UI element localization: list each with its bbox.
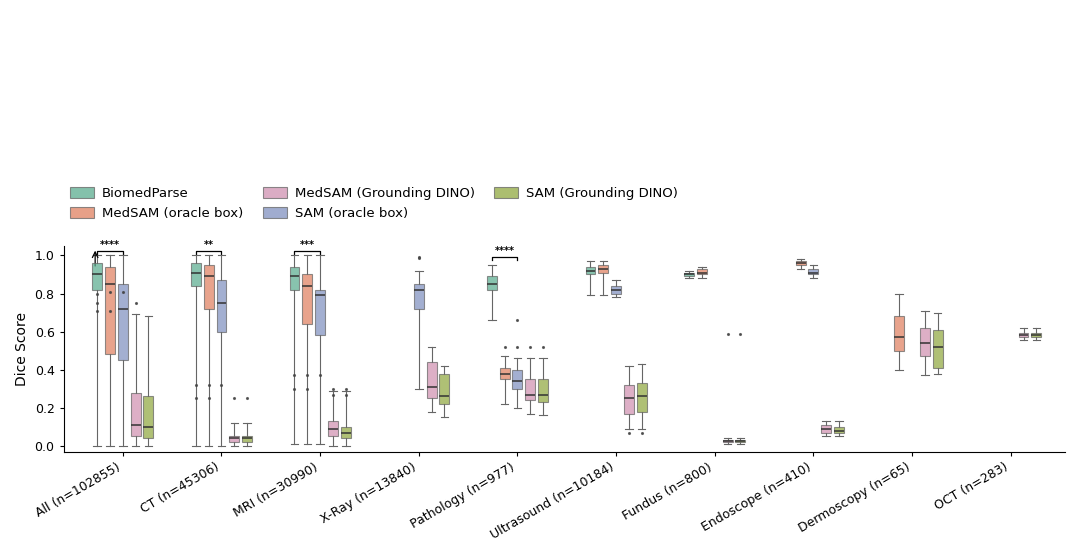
Bar [427,362,436,398]
Text: ***: *** [300,241,314,251]
Bar [315,290,325,335]
Bar [723,440,732,442]
Bar [598,265,608,272]
Text: ****: **** [495,246,514,256]
Bar [637,383,647,412]
Bar [500,368,510,379]
Bar [92,263,103,290]
Bar [191,263,201,286]
Bar [821,425,832,433]
Bar [229,437,239,442]
Bar [289,267,299,290]
Text: **: ** [204,241,214,251]
Bar [684,272,694,276]
Bar [118,284,127,360]
Bar [414,284,423,309]
Bar [894,316,904,351]
Bar [131,393,140,437]
Legend: BiomedParse, MedSAM (oracle box), MedSAM (Grounding DINO), SAM (oracle box), SAM: BiomedParse, MedSAM (oracle box), MedSAM… [70,187,678,220]
Bar [933,330,943,368]
Bar [328,421,338,437]
Bar [538,379,548,402]
Bar [487,276,497,290]
Bar [735,440,745,442]
Bar [834,427,843,433]
Bar [105,267,114,354]
Bar [585,267,595,275]
Bar [1031,333,1041,338]
Bar [144,397,153,438]
Text: ****: **** [100,241,120,251]
Bar [624,385,634,413]
Bar [796,261,806,265]
Bar [1018,333,1028,338]
Bar [440,374,449,404]
Bar [216,280,227,331]
Bar [920,328,930,356]
Bar [525,379,536,400]
Bar [242,437,252,442]
Bar [513,370,523,389]
Bar [302,275,312,324]
Bar [809,269,819,275]
Bar [204,265,214,309]
Y-axis label: Dice Score: Dice Score [15,312,29,386]
Bar [611,286,621,294]
Bar [697,269,706,275]
Bar [341,427,351,438]
